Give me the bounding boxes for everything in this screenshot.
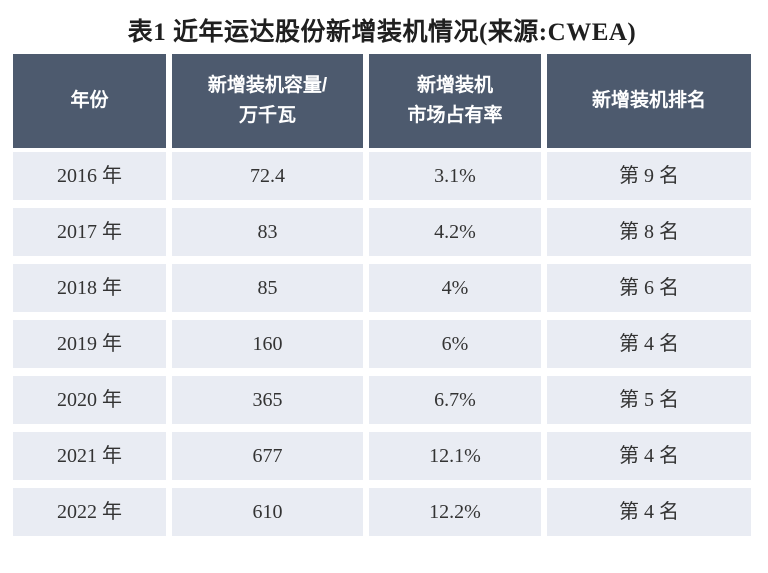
- cell-share: 6.7%: [369, 376, 541, 424]
- cell-share: 3.1%: [369, 152, 541, 200]
- table-row: 2017 年 83 4.2% 第 8 名: [13, 208, 751, 256]
- table-caption: 表1 近年运达股份新增装机情况(来源:CWEA): [127, 19, 637, 46]
- cell-share: 12.1%: [369, 432, 541, 480]
- cell-year: 2022 年: [13, 488, 166, 536]
- cell-rank: 第 4 名: [547, 320, 751, 368]
- cell-year: 2016 年: [13, 152, 166, 200]
- cell-share: 12.2%: [369, 488, 541, 536]
- header-cell-rank: 新增装机排名: [547, 54, 751, 148]
- cell-share: 6%: [369, 320, 541, 368]
- cell-capacity: 610: [172, 488, 363, 536]
- header-cell-share: 新增装机 市场占有率: [369, 54, 541, 148]
- table-row: 2020 年 365 6.7% 第 5 名: [13, 376, 751, 424]
- cell-rank: 第 8 名: [547, 208, 751, 256]
- table-row: 2016 年 72.4 3.1% 第 9 名: [13, 152, 751, 200]
- header-label: 新增装机: [416, 75, 493, 96]
- table-row: 2022 年 610 12.2% 第 4 名: [13, 488, 751, 536]
- cell-share: 4%: [369, 264, 541, 312]
- cell-rank: 第 4 名: [547, 488, 751, 536]
- cell-capacity: 160: [172, 320, 363, 368]
- header-label: 市场占有率: [407, 105, 503, 126]
- cell-year: 2019 年: [13, 320, 166, 368]
- cell-year: 2018 年: [13, 264, 166, 312]
- cell-capacity: 83: [172, 208, 363, 256]
- cell-rank: 第 9 名: [547, 152, 751, 200]
- cell-rank: 第 5 名: [547, 376, 751, 424]
- table-header-row: 年份 新增装机容量/ 万千瓦 新增装机 市场占有率 新增装机排名: [13, 54, 751, 148]
- cell-rank: 第 6 名: [547, 264, 751, 312]
- cell-rank: 第 4 名: [547, 432, 751, 480]
- header-label: 新增装机排名: [591, 90, 706, 111]
- header-label: 年份: [70, 90, 109, 111]
- table-row: 2019 年 160 6% 第 4 名: [13, 320, 751, 368]
- cell-share: 4.2%: [369, 208, 541, 256]
- cell-capacity: 677: [172, 432, 363, 480]
- cell-capacity: 72.4: [172, 152, 363, 200]
- cell-capacity: 365: [172, 376, 363, 424]
- header-cell-year: 年份: [13, 54, 166, 148]
- header-label: 万千瓦: [238, 105, 296, 126]
- cell-year: 2020 年: [13, 376, 166, 424]
- data-table: 年份 新增装机容量/ 万千瓦 新增装机 市场占有率 新增装机排名 2016 年 …: [13, 54, 751, 536]
- header-cell-capacity: 新增装机容量/ 万千瓦: [172, 54, 363, 148]
- cell-year: 2021 年: [13, 432, 166, 480]
- cell-capacity: 85: [172, 264, 363, 312]
- cell-year: 2017 年: [13, 208, 166, 256]
- table-row: 2018 年 85 4% 第 6 名: [13, 264, 751, 312]
- table-row: 2021 年 677 12.1% 第 4 名: [13, 432, 751, 480]
- header-label: 新增装机容量/: [207, 75, 328, 96]
